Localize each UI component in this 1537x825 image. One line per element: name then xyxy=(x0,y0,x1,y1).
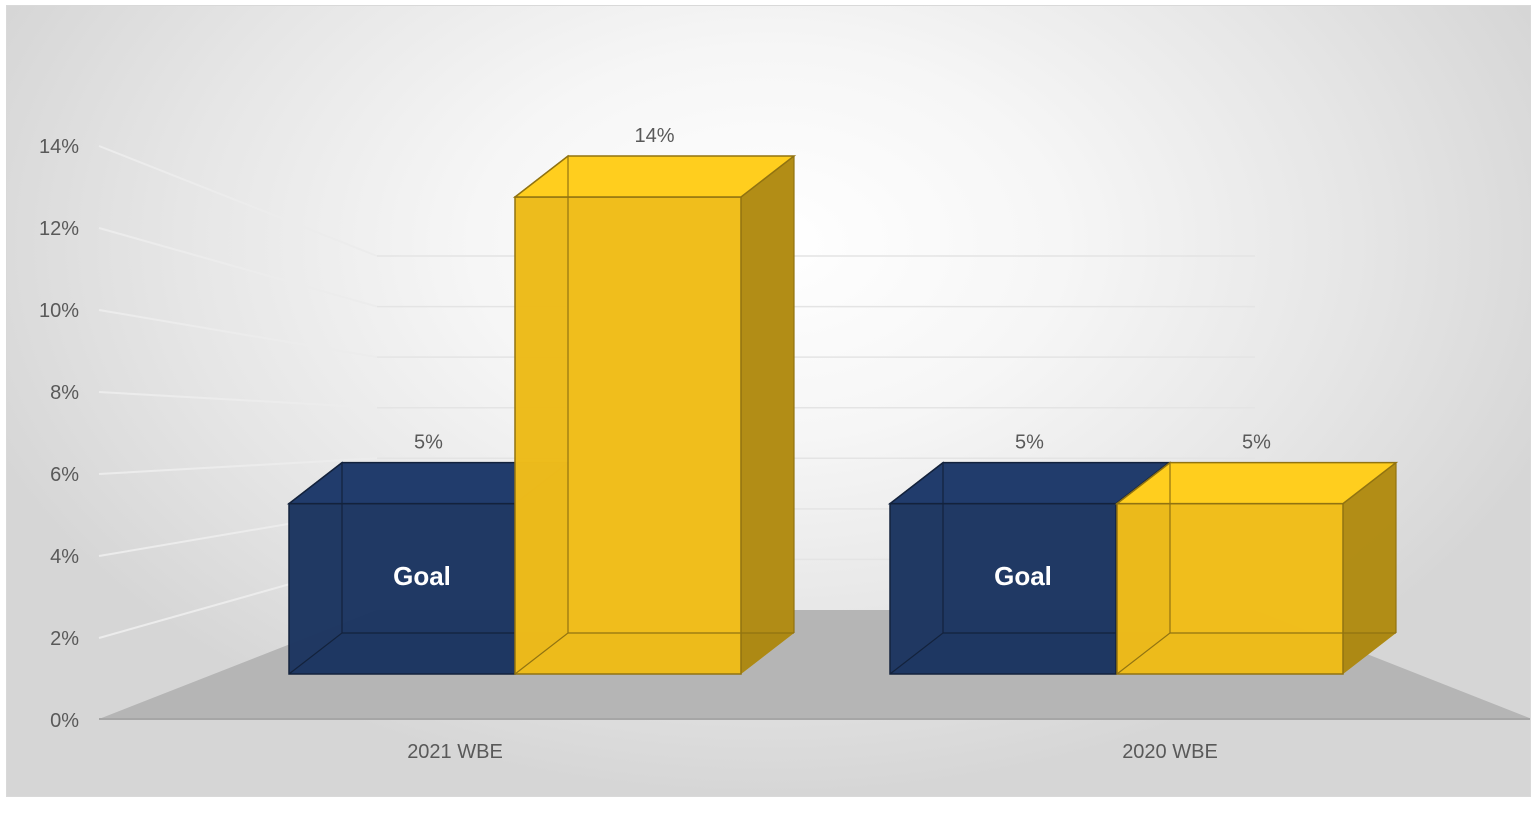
data-label: 5% xyxy=(1015,432,1044,454)
data-label: 14% xyxy=(634,125,674,147)
bar-inner-label: Goal xyxy=(994,561,1052,591)
chart-area: 0% 2% 4% 6% 8% 10% 12% 14% Goal Goal 5% 14% 5% 5% 2… xyxy=(6,5,1531,797)
bar-edge xyxy=(889,461,944,675)
gridline-side xyxy=(98,391,378,409)
data-labels: 5% 14% 5% 5% xyxy=(414,125,1271,454)
bar-chart-svg: 0% 2% 4% 6% 8% 10% 12% 14% Goal Goal 5% 14% 5% 5% 2… xyxy=(39,125,1530,763)
y-tick-label: 0% xyxy=(50,710,79,732)
y-tick-label: 12% xyxy=(39,218,79,240)
y-tick-label: 4% xyxy=(50,546,79,568)
gridline-side xyxy=(98,457,378,475)
x-axis: 2021 WBE 2020 WBE xyxy=(407,741,1218,763)
x-category-label: 2020 WBE xyxy=(1122,741,1218,763)
y-tick-label: 14% xyxy=(39,136,79,158)
bar-side-face xyxy=(741,156,794,674)
bar-2021-wbe-actual xyxy=(512,154,797,675)
x-category-label: 2021 WBE xyxy=(407,741,503,763)
bar-inner-label: Goal xyxy=(393,561,451,591)
gridline-side xyxy=(98,309,378,359)
data-label: 5% xyxy=(414,432,443,454)
bar-edge xyxy=(288,461,343,675)
bar-front-face xyxy=(514,196,742,675)
gridline-side xyxy=(98,227,378,308)
bar-edge xyxy=(514,154,569,675)
data-label: 5% xyxy=(1242,432,1271,454)
bar-edge xyxy=(1116,461,1171,675)
gridline-side xyxy=(98,145,378,257)
bars: Goal Goal xyxy=(286,154,1399,675)
y-tick-label: 10% xyxy=(39,300,79,322)
bar-side-face xyxy=(1343,462,1396,674)
y-tick-label: 8% xyxy=(50,382,79,404)
y-tick-label: 6% xyxy=(50,464,79,486)
bar-2020-wbe-actual xyxy=(1114,461,1399,675)
y-axis: 0% 2% 4% 6% 8% 10% 12% 14% xyxy=(39,136,79,732)
y-tick-label: 2% xyxy=(50,628,79,650)
